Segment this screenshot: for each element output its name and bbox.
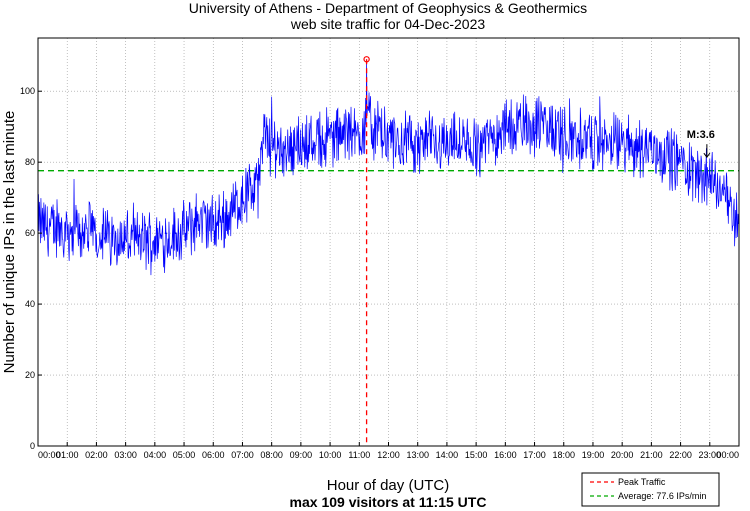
x-tick-label: 00:00: [38, 450, 61, 460]
x-tick-label: 19:00: [582, 450, 605, 460]
legend: Peak Traffic Average: 77.6 IPs/min: [581, 472, 720, 507]
x-tick-label: 12:00: [377, 450, 400, 460]
x-tick-label: 15:00: [465, 450, 488, 460]
x-tick-label: 14:00: [436, 450, 459, 460]
x-tick-label: 18:00: [552, 450, 575, 460]
x-axis-label: Hour of day (UTC): [327, 477, 450, 494]
legend-box: [581, 472, 720, 507]
x-tick-label: 16:00: [494, 450, 517, 460]
annotation-arrowhead: [703, 152, 711, 159]
y-tick-label: 20: [25, 370, 35, 380]
traffic-series-group: [37, 59, 740, 276]
x-tick-label: 06:00: [202, 450, 225, 460]
y-tick-label: 0: [30, 441, 35, 451]
y-tick-label: 40: [25, 299, 35, 309]
x-tick-label: 17:00: [523, 450, 546, 460]
chart-title: University of Athens - Department of Geo…: [189, 0, 587, 16]
x-tick-label: 23:00: [699, 450, 722, 460]
x-tick-label: 00:00: [716, 450, 739, 460]
x-tick-label: 09:00: [290, 450, 313, 460]
x-tick-label: 02:00: [85, 450, 108, 460]
x-tick-label: 10:00: [319, 450, 342, 460]
x-tick-label: 21:00: [640, 450, 663, 460]
y-axis-label: Number of unique IPs in the last minute: [1, 111, 18, 374]
peak-marker-group: [363, 56, 370, 446]
peak-point: [363, 56, 370, 63]
x-tick-label: 01:00: [56, 450, 79, 460]
earthquake-annotation-group: M:3.6: [687, 129, 715, 159]
x-tick-label: 13:00: [406, 450, 429, 460]
x-tick-label: 11:00: [348, 450, 370, 460]
annotation-label: M:3.6: [687, 129, 715, 141]
x-tick-label: 08:00: [260, 450, 283, 460]
x-tick-label: 03:00: [114, 450, 137, 460]
x-tick-label: 05:00: [173, 450, 196, 460]
grid-lines: [38, 38, 739, 446]
traffic-series-line: [37, 59, 740, 276]
x-tick-label: 04:00: [144, 450, 167, 460]
x-tick-label: 22:00: [669, 450, 692, 460]
x-tick-label: 20:00: [611, 450, 634, 460]
y-tick-label: 80: [25, 157, 35, 167]
y-tick-label: 100: [20, 86, 35, 96]
chart-subtitle: web site traffic for 04-Dec-2023: [290, 16, 485, 32]
y-tick-label: 60: [25, 228, 35, 238]
x-tick-label: 07:00: [231, 450, 254, 460]
y-tick-labels: 0 20 40 60 80 100: [20, 86, 42, 451]
legend-peak-label: Peak Traffic: [618, 477, 666, 487]
legend-average-label: Average: 77.6 IPs/min: [618, 491, 706, 501]
x-axis-sublabel: max 109 visitors at 11:15 UTC: [290, 494, 487, 510]
